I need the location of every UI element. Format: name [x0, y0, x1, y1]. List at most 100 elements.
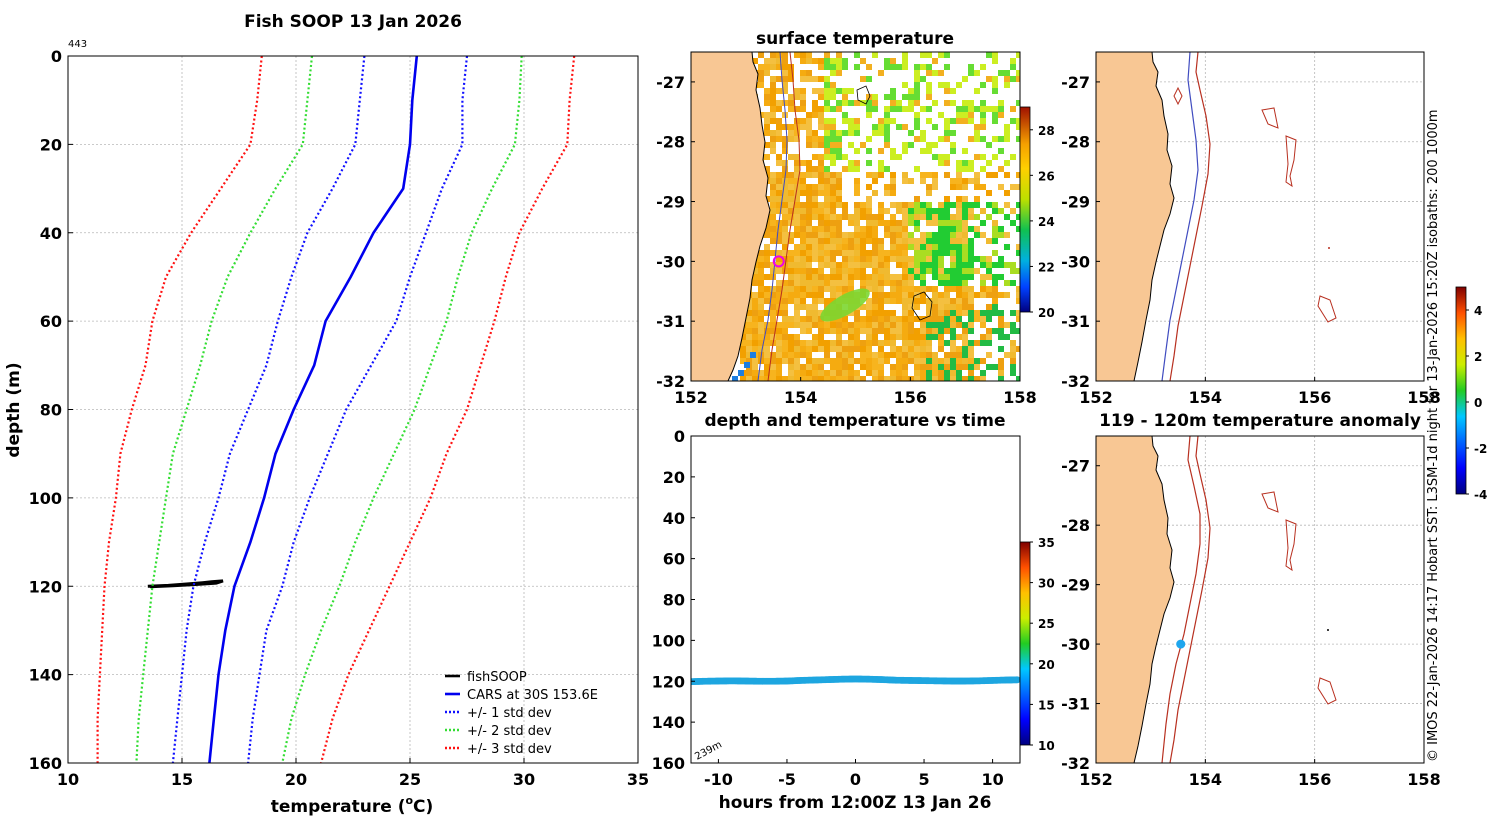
sst-pixel	[830, 274, 836, 280]
sst-pixel	[824, 64, 830, 70]
sst-pixel	[782, 286, 788, 292]
sst-pixel	[956, 256, 962, 262]
sst-pixel	[962, 148, 968, 154]
sst-pixel	[860, 58, 866, 64]
sst-pixel	[890, 352, 896, 358]
anomaly-map-field	[1096, 436, 1424, 763]
sst-pixel	[986, 238, 992, 244]
sst-pixel	[962, 106, 968, 112]
profile-legend-label: +/- 2 std dev	[467, 724, 552, 739]
sst-pixel	[1004, 190, 1010, 196]
sst-pixel	[908, 214, 914, 220]
sst-pixel	[962, 256, 968, 262]
sst-pixel	[878, 166, 884, 172]
sst-pixel	[962, 328, 968, 334]
sst-pixel	[782, 166, 788, 172]
sst-pixel	[1010, 208, 1016, 214]
sst-pixel	[818, 136, 824, 142]
sst-pixel	[758, 328, 764, 334]
profile-xlabel: temperature (oC)	[271, 794, 434, 817]
sst-pixel	[908, 88, 914, 94]
sst-ytick-label: -31	[656, 312, 685, 331]
sst-pixel	[980, 106, 986, 112]
sst-pixel	[944, 244, 950, 250]
sst-pixel	[824, 340, 830, 346]
sst-pixel	[992, 250, 998, 256]
sst-pixel	[770, 136, 776, 142]
sst-pixel	[920, 250, 926, 256]
sst-pixel	[836, 370, 842, 376]
sst-pixel	[758, 298, 764, 304]
sst-pixel	[962, 310, 968, 316]
sst-pixel	[830, 364, 836, 370]
sst-pixel	[800, 94, 806, 100]
sst-pixel	[770, 76, 776, 82]
sst-pixel	[878, 310, 884, 316]
sst-pixel	[806, 166, 812, 172]
sst-pixel	[842, 94, 848, 100]
sst-pixel	[776, 370, 782, 376]
sst-pixel	[908, 316, 914, 322]
sst-pixel	[842, 166, 848, 172]
sst-pixel	[866, 328, 872, 334]
sst-pixel	[932, 58, 938, 64]
sst-pixel	[854, 52, 860, 58]
sst-pixel	[830, 358, 836, 364]
sst-pixel	[788, 202, 794, 208]
sst-pixel	[818, 250, 824, 256]
anomaly-colorbar-tick-label: -4	[1474, 488, 1487, 502]
sst-pixel	[860, 262, 866, 268]
sst-pixel	[824, 244, 830, 250]
sst-pixel	[872, 100, 878, 106]
sst-pixel	[920, 274, 926, 280]
sst-pixel	[836, 286, 842, 292]
sst-pixel	[932, 70, 938, 76]
sst-pixel	[866, 334, 872, 340]
sst-pixel	[842, 328, 848, 334]
sst-pixel	[884, 298, 890, 304]
sst-pixel	[902, 286, 908, 292]
time-ytick-label: 20	[663, 468, 685, 487]
sst-pixel	[968, 238, 974, 244]
sst-pixel	[764, 166, 770, 172]
sst-pixel	[782, 298, 788, 304]
sst-ytick-label: -27	[656, 73, 685, 92]
sst-pixel	[824, 52, 830, 58]
sst-pixel	[770, 106, 776, 112]
sst-pixel	[764, 346, 770, 352]
sst-pixel	[902, 226, 908, 232]
sst-pixel	[914, 370, 920, 376]
sst-pixel	[812, 214, 818, 220]
sst-pixel	[818, 106, 824, 112]
sst-pixel	[890, 274, 896, 280]
sst-pixel	[926, 232, 932, 238]
sst-pixel	[938, 70, 944, 76]
sst-pixel	[920, 256, 926, 262]
sst-pixel	[806, 226, 812, 232]
sst-pixel	[926, 322, 932, 328]
sst-pixel	[830, 178, 836, 184]
sst-pixel	[758, 322, 764, 328]
sst-pixel	[968, 304, 974, 310]
sst-pixel	[878, 250, 884, 256]
sst-pixel	[776, 334, 782, 340]
sst-pixel	[920, 130, 926, 136]
sst-pixel	[914, 286, 920, 292]
sst-pixel	[740, 352, 746, 358]
sst-pixel	[920, 238, 926, 244]
sst-pixel	[1010, 154, 1016, 160]
sst-pixel	[854, 202, 860, 208]
sst-pixel	[968, 100, 974, 106]
profile-ytick-label: 160	[29, 754, 62, 773]
sst-pixel	[782, 208, 788, 214]
sst-pixel	[776, 364, 782, 370]
sst-pixel	[842, 58, 848, 64]
sst-pixel	[782, 160, 788, 166]
sst-pixel	[974, 376, 980, 381]
sst-pixel	[788, 196, 794, 202]
sst-pixel	[836, 352, 842, 358]
sst-pixel	[806, 370, 812, 376]
sst-pixel	[854, 64, 860, 70]
sst-pixel	[836, 274, 842, 280]
